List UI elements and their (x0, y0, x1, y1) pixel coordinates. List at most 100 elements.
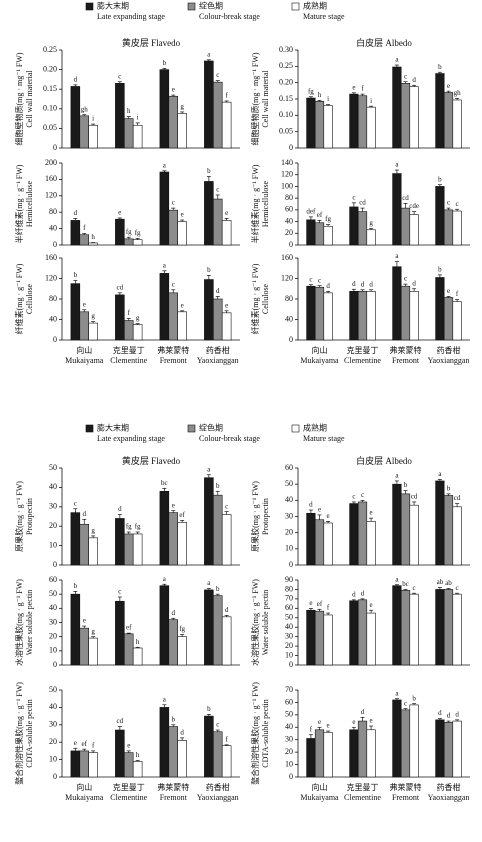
y-tick-label: 80 (49, 294, 57, 303)
y-axis-label: 原果胶(mg · g⁻¹ FW) (250, 481, 260, 552)
error-bar (412, 592, 417, 595)
error-bar (162, 583, 167, 586)
error-bar (135, 323, 140, 325)
error-bar (360, 289, 365, 292)
y-axis-label: 水溶性果胶(mg · g⁻¹ FW) (250, 579, 260, 666)
error-bar (171, 207, 176, 211)
error-bar (360, 93, 365, 96)
error-bar (73, 218, 78, 221)
significance-letter: h (136, 638, 140, 646)
y-tick-label: 50 (285, 613, 293, 622)
bar (443, 297, 454, 341)
significance-letter: e (83, 300, 86, 308)
legend-swatch (187, 2, 196, 11)
bar (306, 738, 316, 778)
x-tick-label-en: Yaoxianggan (197, 356, 239, 365)
bar (221, 514, 232, 566)
bar (88, 752, 98, 778)
significance-letter: c (352, 493, 355, 501)
y-tick-label: 120 (45, 191, 57, 200)
panel-title: 黄皮层 Flavedo (122, 37, 181, 48)
bar (409, 291, 419, 341)
bar (435, 73, 445, 149)
bar (124, 533, 134, 566)
bar (159, 585, 170, 666)
bar (177, 311, 187, 341)
panel-title: 白皮层 Albedo (356, 455, 412, 466)
x-tick-label-en: Fremont (392, 793, 420, 802)
y-axis-label: 半纤维素(mg · g⁻¹ FW) (14, 164, 24, 243)
y-tick-label: 60 (285, 205, 293, 214)
y-tick-label: 0.25 (279, 61, 293, 70)
bar (132, 324, 143, 341)
bar (70, 86, 81, 149)
bar (357, 211, 368, 246)
error-bar (171, 724, 176, 727)
y-axis-label-en: Hemicellulose (261, 180, 270, 227)
significance-letter: f (83, 224, 86, 232)
x-tick-label-en: Mukaiyama (300, 793, 339, 802)
significance-letter: fg (126, 523, 132, 531)
bar (443, 92, 454, 149)
y-tick-label: 0.15 (43, 84, 57, 93)
y-axis-label: 细胞壁物质(mg · mg⁻¹ FW) (14, 52, 24, 145)
error-bar (91, 123, 96, 126)
significance-letter: e (370, 717, 373, 725)
bar (168, 209, 179, 246)
error-bar (117, 292, 122, 295)
error-bar (455, 719, 460, 722)
significance-letter: c (309, 275, 312, 283)
bar (435, 480, 445, 566)
y-tick-label: 40 (285, 622, 293, 631)
bar (349, 291, 359, 341)
significance-letter: e (225, 301, 228, 309)
x-tick-label: 弗莱蒙特 (390, 345, 422, 355)
error-bar (437, 718, 442, 720)
error-bar (351, 726, 356, 730)
y-tick-label: 10 (285, 759, 293, 768)
bar (366, 291, 376, 341)
bar (366, 106, 376, 149)
error-bar (126, 318, 131, 321)
error-bar (215, 593, 220, 596)
y-axis-label-en: Cell wall material (25, 70, 34, 128)
bar (204, 60, 214, 149)
bar (88, 242, 98, 246)
bar (132, 239, 143, 246)
y-tick-label: 160 (45, 174, 57, 183)
error-bar (73, 84, 78, 87)
significance-letter: def (306, 207, 316, 215)
panel-title: 白皮层 Albedo (356, 37, 412, 48)
y-tick-label: 50 (49, 463, 57, 472)
bar (452, 210, 462, 246)
error-bar (446, 90, 451, 93)
y-tick-label: 70 (285, 594, 293, 603)
y-tick-label: 20 (49, 737, 57, 746)
error-bar (180, 737, 185, 741)
error-bar (206, 474, 211, 478)
error-bar (308, 216, 313, 220)
y-tick-label: 0.05 (43, 123, 57, 132)
x-tick-label: 克里曼丁 (113, 783, 145, 792)
bar (306, 219, 316, 246)
x-tick-label-en: Yaoxianggan (197, 793, 239, 802)
error-bar (171, 94, 176, 97)
error-bar (73, 280, 78, 284)
significance-letter: f (456, 290, 459, 298)
error-bar (308, 509, 313, 514)
error-bar (73, 590, 78, 595)
x-tick-label: 向山 (76, 345, 92, 355)
error-bar (162, 170, 167, 173)
y-tick-label: 60 (285, 603, 293, 612)
y-tick-label: 0.10 (279, 110, 293, 119)
bar (366, 729, 376, 778)
significance-letter: f (225, 92, 228, 100)
bar (79, 234, 90, 246)
bar (213, 595, 223, 666)
x-tick-label: 药香柑 (206, 782, 230, 792)
bar (443, 589, 454, 666)
error-bar (171, 289, 176, 293)
y-tick-label: 0 (53, 660, 57, 669)
bar (159, 171, 170, 246)
x-tick-label: 向山 (312, 345, 328, 355)
